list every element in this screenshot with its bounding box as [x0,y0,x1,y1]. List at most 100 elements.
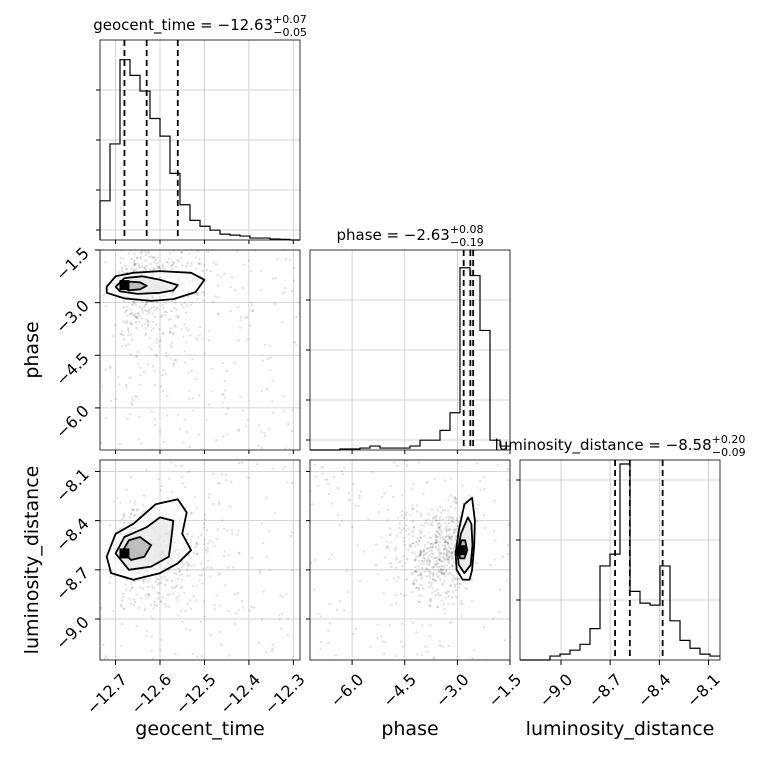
sample-point [412,582,415,585]
sample-point [202,337,205,340]
sample-point [149,603,153,607]
sample-point [340,520,344,523]
sample-point [448,536,451,540]
sample-point [475,562,478,565]
sample-point [430,545,434,548]
sample-point [199,246,201,248]
sample-point [183,485,187,489]
sample-point [442,602,445,606]
sample-point [219,276,222,279]
sample-point [272,467,275,470]
sample-point [496,464,499,467]
sample-point [137,437,141,441]
sample-point [188,574,191,577]
sample-point [438,528,442,531]
sample-point [430,546,433,549]
sample-point [160,484,163,488]
sample-point [129,212,131,214]
sample-point [196,543,199,546]
sample-point [419,536,423,539]
sample-point [101,385,104,388]
sample-point [452,500,456,503]
sample-point [384,641,387,644]
sample-point [443,538,446,542]
sample-point [447,572,450,575]
sample-point [201,654,204,658]
sample-point [213,603,216,607]
sample-point [448,546,451,549]
x-axis-label-phase: phase [381,718,438,740]
sample-point [188,397,191,400]
sample-point [441,568,444,571]
sample-point [415,504,419,507]
sample-point [167,477,171,480]
sample-point [458,582,462,585]
sample-point [377,511,381,514]
sample-point [104,261,107,264]
sample-point [167,569,171,572]
sample-point [328,557,331,561]
sample-point [446,558,450,561]
sample-point [447,521,451,525]
sample-point [226,529,229,532]
sample-point [173,587,176,590]
sample-point [460,599,463,603]
sample-point [419,531,422,535]
sample-point [125,320,129,323]
sample-point [409,544,413,548]
sample-point [107,570,111,573]
sample-point [429,597,432,601]
sample-point [506,544,510,547]
sample-point [123,521,126,525]
sample-point [125,386,128,389]
sample-point [186,295,190,298]
sample-point [412,582,416,586]
sample-point [449,584,452,587]
sample-point [233,593,237,596]
sample-point [137,320,141,323]
sample-point [154,323,158,326]
sample-point [352,632,355,635]
sample-point [451,577,455,581]
sample-point [285,592,288,596]
ytick-label: −8.1 [52,465,93,506]
sample-point [173,358,177,362]
sample-point [330,553,334,556]
sample-point [414,565,417,569]
sample-point [443,547,446,551]
sample-point [175,308,178,311]
sample-point [412,579,415,583]
sample-point [251,309,254,312]
sample-point [338,523,341,526]
sample-point [198,394,201,397]
sample-point [332,476,336,479]
sample-point [417,539,420,542]
sample-point [182,563,186,566]
sample-point [268,345,271,348]
sample-point [354,627,357,631]
sample-point [133,263,137,266]
sample-point [170,227,172,229]
sample-point [427,518,430,521]
sample-point [143,244,145,246]
sample-point [453,544,456,547]
sample-point [223,272,226,276]
sample-point [153,207,155,209]
sample-point [119,501,122,504]
sample-point [130,222,132,224]
sample-point [383,556,386,559]
sample-point [418,600,421,604]
sample-point [122,334,125,337]
sample-point [438,557,441,561]
sample-point [134,268,138,271]
sample-point [131,509,134,512]
sample-point [453,583,457,586]
sample-point [271,400,274,403]
sample-point [174,301,177,304]
sample-point [104,304,107,308]
sample-point [418,554,422,557]
sample-point [160,266,164,269]
sample-point [174,585,177,589]
sample-point [126,314,129,317]
mode-marker [455,545,466,556]
